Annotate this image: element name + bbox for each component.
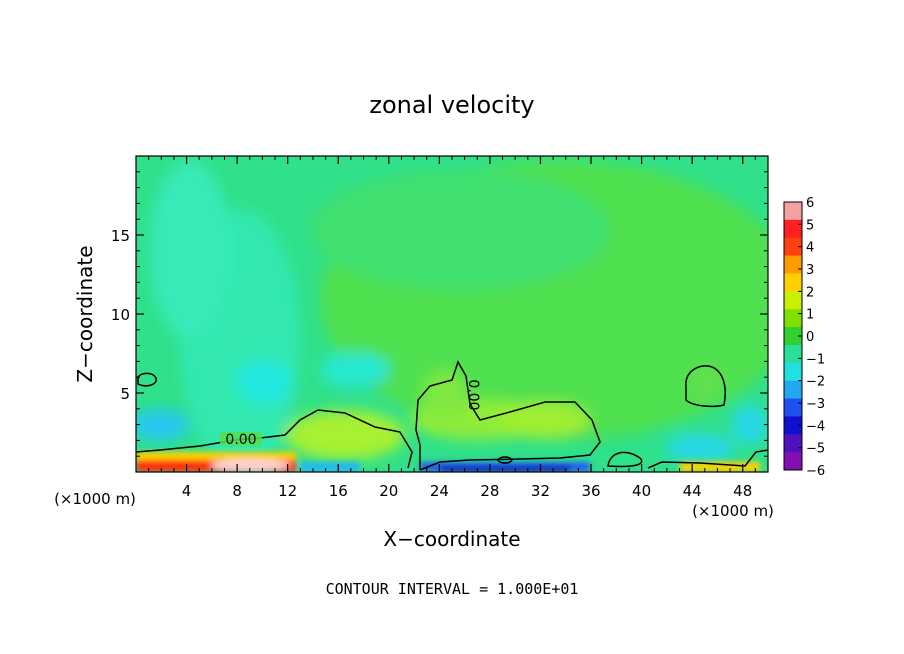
colorbar-label: 0 xyxy=(806,330,814,345)
contour-small-right xyxy=(607,451,643,468)
chart-title: zonal velocity xyxy=(369,91,534,119)
surface-shading xyxy=(136,452,760,472)
colorbar-swatch xyxy=(784,380,802,400)
x-tick-label: 20 xyxy=(379,482,398,500)
x-tick-label: 8 xyxy=(232,482,242,500)
contour-small-dip xyxy=(497,456,513,464)
x-tick-label: 24 xyxy=(430,482,449,500)
field-shading xyxy=(136,160,768,470)
contour-loop-right xyxy=(685,365,726,408)
colorbar-label: 6 xyxy=(806,196,814,211)
y-tick-label: 10 xyxy=(111,306,130,324)
colorbar-label: 5 xyxy=(806,218,814,233)
colorbar-swatch xyxy=(784,344,802,364)
x-tick-label: 4 xyxy=(182,482,192,500)
colorbar-swatch xyxy=(784,219,802,239)
contour-interval-note: CONTOUR INTERVAL = 1.000E+01 xyxy=(326,580,579,598)
contour-loop-left xyxy=(137,372,157,387)
contour-label-2-group: 0.00 xyxy=(465,379,481,410)
y-axis-label-group: Z−coordinate xyxy=(73,245,97,382)
colorbar-swatch xyxy=(784,291,802,310)
colorbar-swatch xyxy=(784,398,802,417)
colorbar-label: 4 xyxy=(806,241,814,256)
x-tick-label: 12 xyxy=(278,482,297,500)
contour-label-2: 0.00 xyxy=(465,379,481,410)
colorbar-label: −6 xyxy=(806,464,825,479)
colorbar-swatch xyxy=(784,452,802,471)
x-tick-label: 28 xyxy=(480,482,499,500)
y-tick-label: 15 xyxy=(111,227,130,245)
colorbar-swatch xyxy=(784,434,802,453)
colorbar-label: −4 xyxy=(806,419,825,434)
y-axis-ticks: 5 10 15 xyxy=(111,171,768,457)
colorbar-label: 3 xyxy=(806,263,814,278)
contour-line-surface-right xyxy=(647,449,768,469)
x-axis-label: X−coordinate xyxy=(383,527,520,551)
x-tick-label: 44 xyxy=(683,482,702,500)
colorbar-swatch xyxy=(784,273,802,292)
x-unit-right: (×1000 m) xyxy=(692,502,774,520)
colorbar-label: 2 xyxy=(806,285,814,300)
colorbar: 6 5 4 3 2 1 0 −1 −2 −3 −4 −5 −6 xyxy=(783,196,825,479)
colorbar-label: −3 xyxy=(806,397,825,412)
x-tick-label: 40 xyxy=(632,482,651,500)
contour-line-dome xyxy=(415,360,601,471)
x-axis-ticks: 4 8 12 16 20 24 28 32 36 40 44 48 xyxy=(148,156,756,500)
colorbar-swatch xyxy=(784,362,802,382)
x-tick-label: 48 xyxy=(733,482,752,500)
colorbar-swatch xyxy=(784,309,802,328)
x-tick-label: 16 xyxy=(329,482,348,500)
x-unit-left: (×1000 m) xyxy=(54,490,136,508)
colorbar-swatch xyxy=(784,327,802,346)
colorbar-label: −5 xyxy=(806,442,825,457)
contour-line-main xyxy=(136,409,413,469)
contour-lines xyxy=(136,360,768,471)
colorbar-label: 1 xyxy=(806,308,814,323)
colorbar-swatch xyxy=(784,416,802,435)
colorbar-swatch xyxy=(784,237,802,257)
x-tick-label: 36 xyxy=(581,482,600,500)
y-tick-label: 5 xyxy=(120,385,130,403)
colorbar-label: −1 xyxy=(806,352,825,367)
contour-label-1: 0.00 xyxy=(225,432,256,448)
x-tick-label: 32 xyxy=(531,482,550,500)
colorbar-label: −2 xyxy=(806,375,825,390)
colorbar-swatch xyxy=(784,255,802,274)
colorbar-swatch xyxy=(784,202,802,221)
plot-area: 0.00 0.00 xyxy=(136,156,768,472)
y-axis-label: Z−coordinate xyxy=(73,245,97,382)
